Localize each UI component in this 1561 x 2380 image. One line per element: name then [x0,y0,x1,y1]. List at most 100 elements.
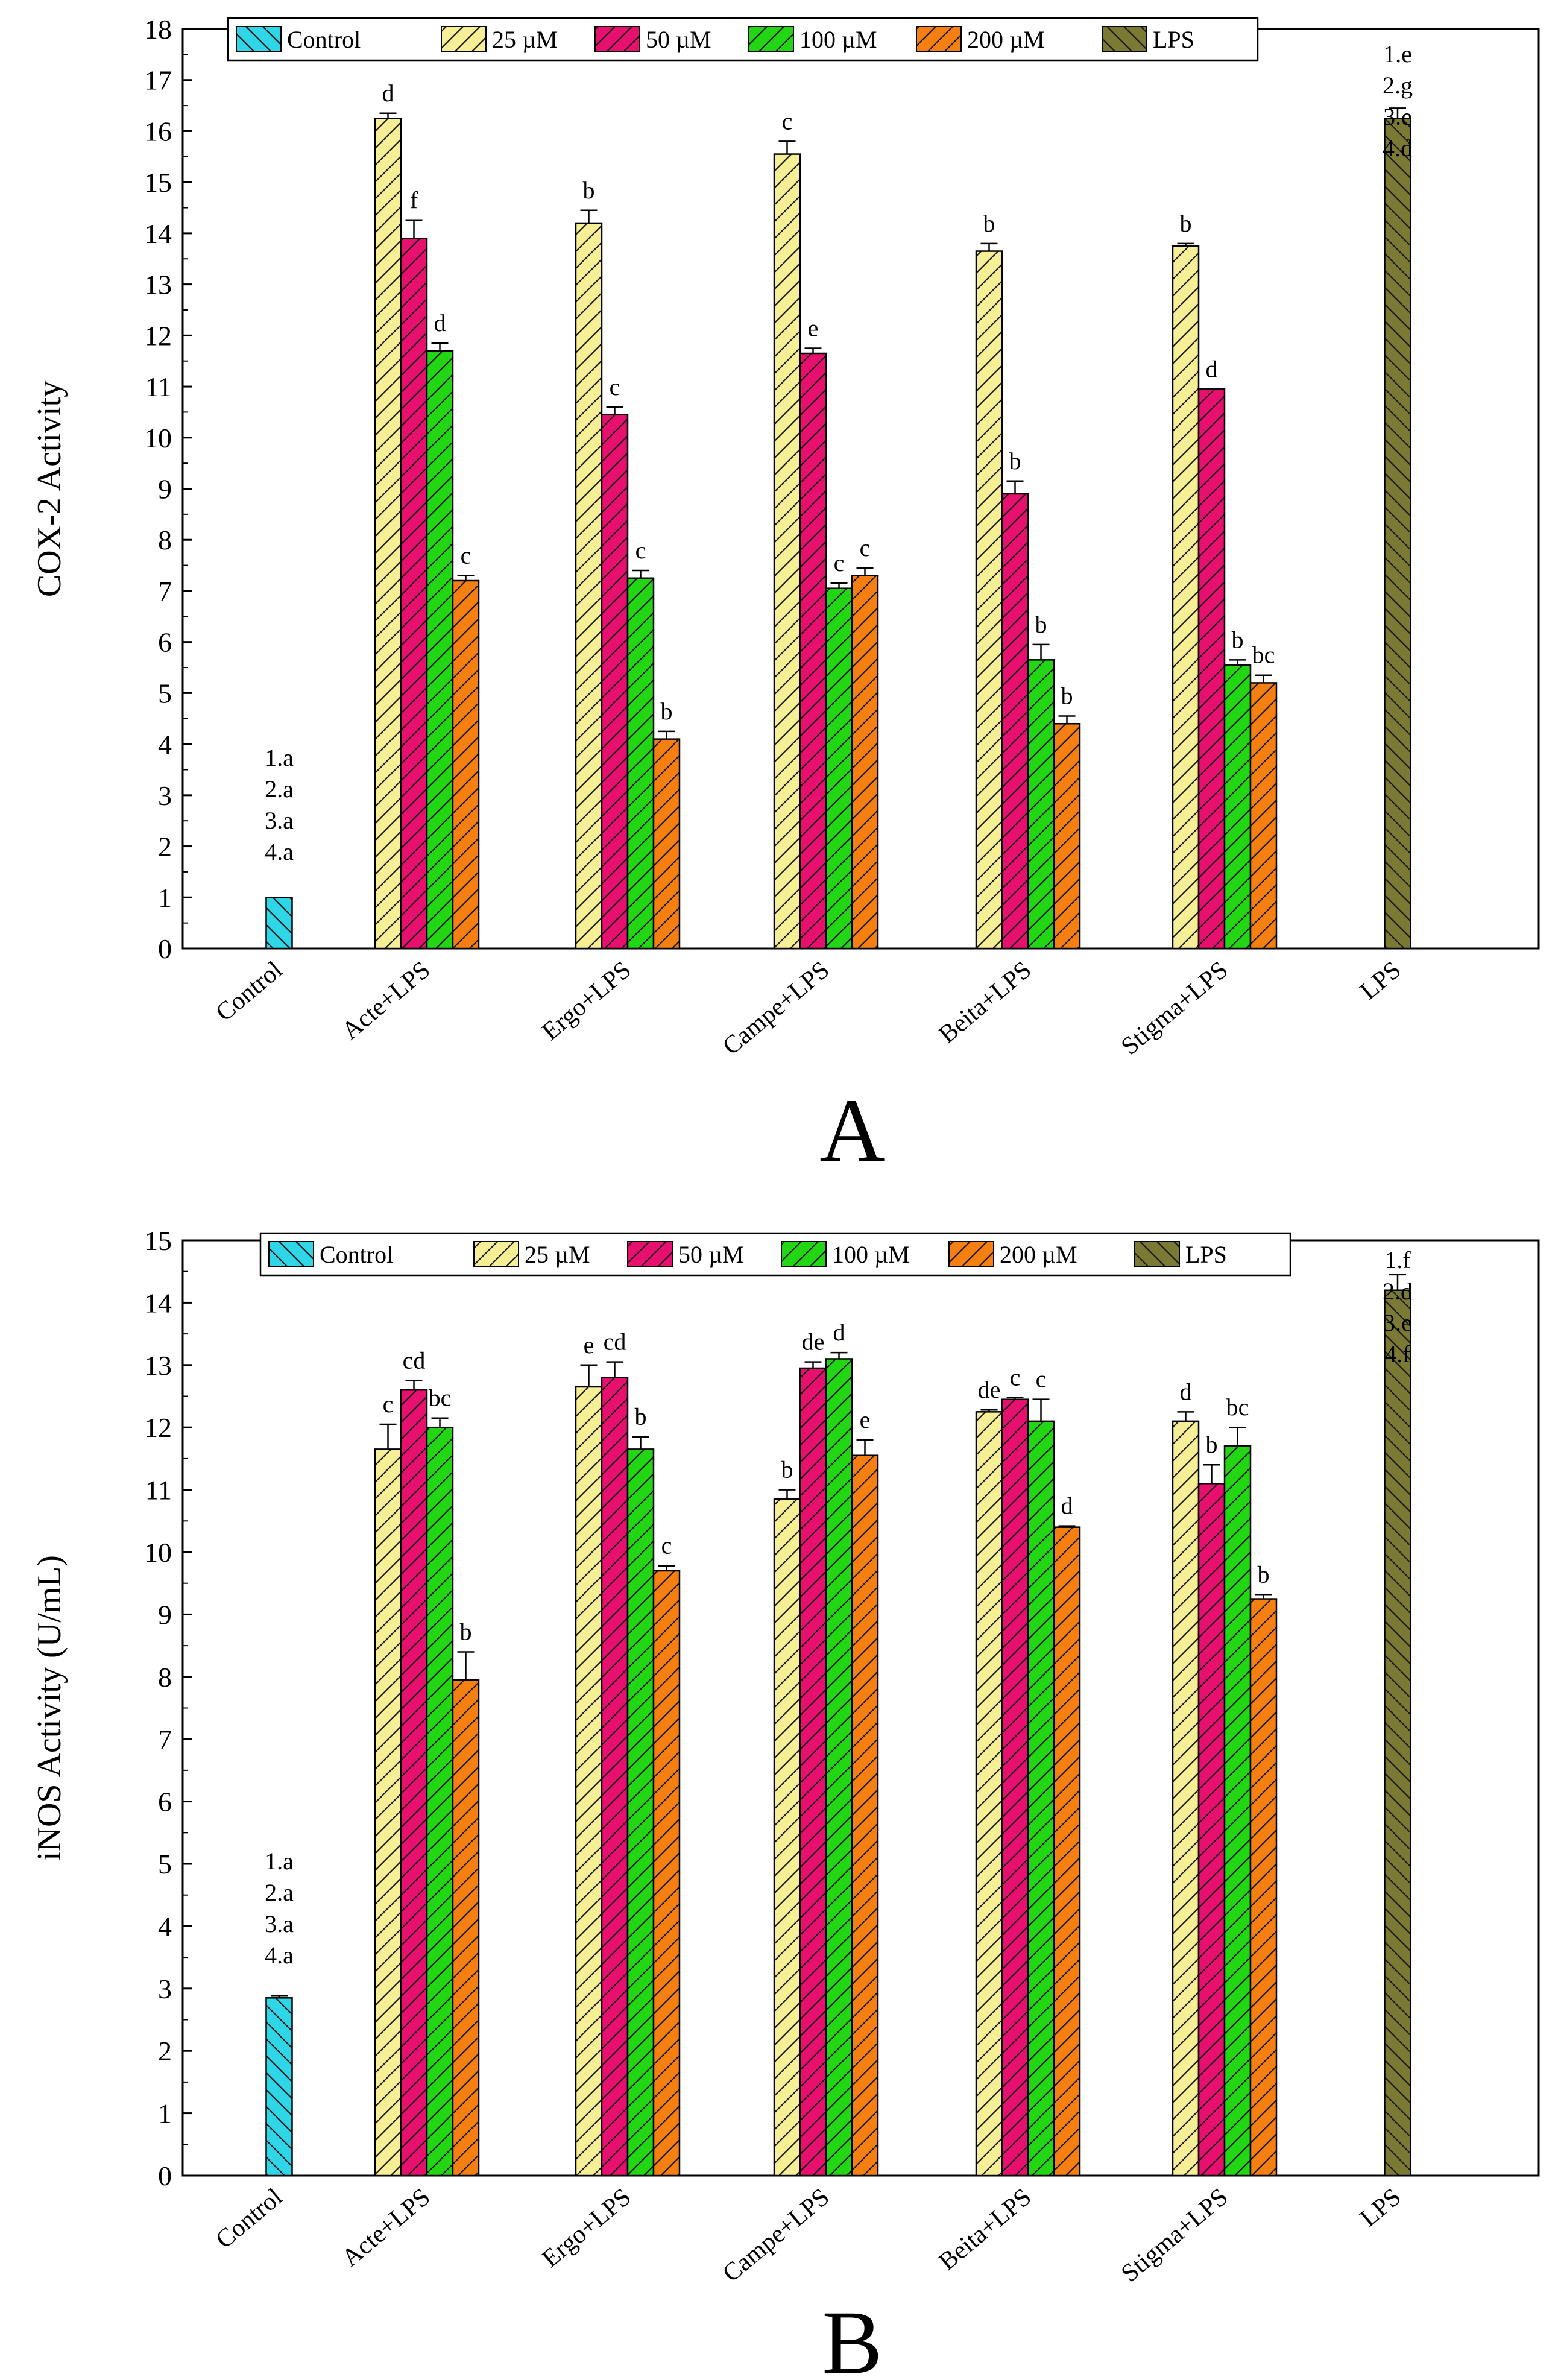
panel-b-bar-hatch [1223,1445,1252,2177]
panel-b-y-tick-label: 4 [158,1911,172,1942]
panel-a-y-tick-label: 8 [158,525,172,555]
panel-a-bar-hatch [773,153,801,950]
panel-b-y-tick-label: 10 [144,1537,172,1568]
panel-b-significance-label: bc [1226,1394,1249,1421]
panel-b-bar-hatch [1172,1420,1200,2177]
panel-b-legend-label: 100 µM [832,1241,910,1268]
panel-b-x-category-label: LPS [1355,2183,1406,2232]
panel-b-y-tick-label: 9 [158,1599,172,1630]
panel-b-bar-hatch [825,1358,853,2177]
panel-b-bar-hatch [265,1997,293,2177]
panel-a-y-tick-label: 0 [158,933,172,964]
panel-a-group-annotation: 3.e [1383,103,1412,130]
panel-a-legend-swatch-hatch [748,26,794,52]
panel-b-y-tick-label: 12 [144,1412,172,1443]
panel-b-y-tick-label: 8 [158,1662,172,1693]
panel-a-significance-label: b [661,698,673,725]
panel-a-x-category-label: Stigma+LPS [1116,956,1233,1060]
panel-a-bar-hatch [1223,664,1252,950]
panel-a-y-tick-label: 7 [158,576,172,607]
panel-b-bar-hatch [1001,1398,1029,2177]
panel-b-bar-hatch [773,1498,801,2177]
panel-a-panel-letter: A [819,1081,885,1181]
panel-b-legend-swatch-hatch [268,1241,314,1267]
panel-b-legend-label: LPS [1185,1241,1227,1268]
panel-a-significance-label: c [610,373,620,400]
panel-a-bar-hatch [426,350,454,950]
panel-b-significance-label: de [802,1328,825,1356]
panel-a-legend-swatch-hatch [594,26,640,52]
panel-a-x-category-label: LPS [1355,956,1406,1005]
panel-a-legend-swatch-hatch [441,26,487,52]
panel-b-bar-hatch [1053,1526,1081,2177]
panel-a-bar-hatch [601,414,629,950]
panel-a-legend-label: Control [287,26,361,53]
panel-a-bar-hatch [1053,722,1081,950]
panel-b-significance-label: c [661,1532,672,1559]
panel-a-y-tick-label: 1 [158,882,172,913]
panel-a-significance-label: d [382,80,394,107]
panel-a-significance-label: f [410,187,418,214]
panel-b-legend-swatch-hatch [473,1241,519,1267]
panel-a-y-tick-label: 12 [144,320,172,351]
panel-b-y-tick-label: 6 [158,1787,172,1817]
panel-a-bar-hatch [1197,388,1226,950]
panel-b-significance-label: b [635,1403,647,1430]
panel-a-y-tick-label: 13 [144,270,172,300]
panel-a-bar-hatch [1172,245,1200,950]
panel-a-bar-hatch [799,352,827,950]
panel-b-bar-hatch [601,1377,629,2177]
panel-b-y-tick-label: 11 [145,1475,172,1506]
panel-b-bar-hatch [400,1389,428,2177]
panel-b-significance-label: d [1061,1492,1073,1520]
panel-b-significance-label: e [860,1406,871,1433]
panel-b-significance-label: c [1036,1366,1047,1393]
panel-b-y-tick-label: 1 [158,2098,172,2129]
panel-a-bar-hatch [825,587,853,950]
panel-b-legend-box [259,1232,1291,1277]
panel-b-legend-label: 50 µM [678,1241,744,1268]
panel-b-bar-hatch [851,1454,879,2177]
panel-a-bar-hatch [1249,682,1278,950]
panel-a-significance-label: d [434,309,446,336]
panel-b-bar-hatch [1197,1483,1226,2177]
panel-a-x-category-label: Acte+LPS [337,956,436,1045]
panel-a-bar-hatch [851,575,879,950]
panel-a-significance-label: b [1180,210,1192,237]
panel-a-y-tick-label: 16 [144,116,172,147]
panel-a-bar-hatch [575,222,603,950]
panel-a-bar-hatch [975,250,1003,950]
panel-b-bar-hatch [799,1367,827,2177]
panel-a-significance-label: b [1009,447,1021,475]
panel-a-bar-hatch [374,118,402,950]
panel-a-y-tick-label: 17 [144,65,172,96]
panel-b-x-category-label: Beita+LPS [933,2183,1036,2276]
panel-b-bar-hatch [1027,1420,1055,2177]
panel-b-significance-label: b [1258,1561,1270,1588]
panel-a-group-annotation: 4.a [265,838,294,865]
panel-b-significance-label: c [383,1390,394,1418]
panel-a-y-tick-label: 9 [158,474,172,505]
panel-a-legend-swatch-hatch [236,26,282,52]
panel-b-x-category-label: Ergo+LPS [537,2183,636,2273]
panel-b-group-annotation: 3.a [265,1910,294,1937]
panel-b-bar-hatch [975,1411,1003,2177]
panel-a-bar-hatch [1001,493,1029,950]
panel-a-significance-label: b [583,177,595,204]
panel-a-group-annotation: 1.e [1383,40,1412,68]
panel-a-significance-label: b [1232,626,1244,653]
panel-b-significance-label: cd [604,1328,626,1356]
panel-b-legend-label: Control [320,1241,393,1268]
panel-b-legend-label: 25 µM [525,1241,590,1268]
panel-a-significance-label: c [461,542,471,569]
panel-a-x-category-label: Campe+LPS [717,956,834,1060]
panel-a-group-annotation: 4.d [1383,134,1413,162]
panel-b-bar-hatch [1249,1598,1278,2177]
panel-a-legend-swatch-hatch [916,26,962,52]
panel-a-legend-label: 100 µM [799,26,877,53]
panel-a-group-annotation: 2.a [265,775,294,803]
panel-b-group-annotation: 3.e [1383,1309,1412,1336]
panel-a-significance-label: bc [1252,642,1275,669]
panel-a-x-category-label: Beita+LPS [933,956,1036,1049]
